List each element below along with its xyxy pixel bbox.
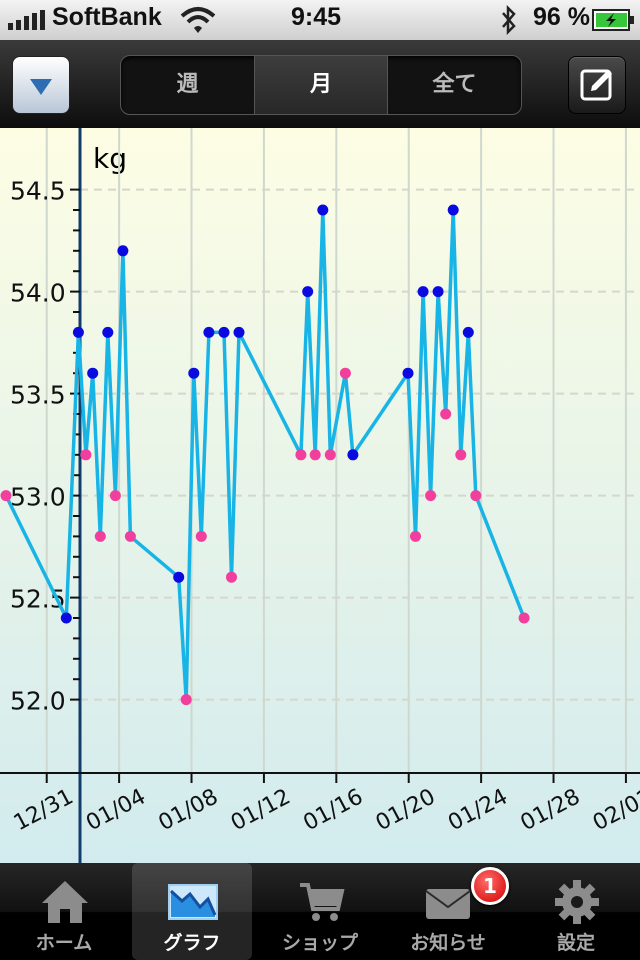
segment-week[interactable]: 週 [176, 72, 199, 97]
tab-graph-label: グラフ [163, 932, 221, 954]
edit-button[interactable] [568, 56, 626, 114]
data-point-evening[interactable] [410, 530, 421, 542]
data-point-evening[interactable] [455, 449, 467, 461]
weight-series-line [4, 208, 526, 702]
chart-canvas: kg 52.052.553.053.554.054.5 12/31 01/04 01… [0, 128, 640, 863]
mail-icon [425, 889, 471, 919]
data-point-evening[interactable] [0, 490, 12, 502]
tab-home-label: ホーム [35, 932, 93, 954]
notification-badge: 1 [471, 867, 509, 905]
data-point-morning[interactable] [102, 326, 114, 338]
tab-shop[interactable]: ショップ [260, 863, 380, 960]
data-point-morning[interactable] [347, 449, 359, 461]
data-point-evening[interactable] [309, 449, 321, 461]
data-point-morning[interactable] [317, 204, 329, 216]
data-point-morning[interactable] [87, 367, 99, 379]
data-point-morning[interactable] [218, 326, 230, 338]
data-point-evening[interactable] [195, 530, 207, 542]
y-tick-label: 53.0 [10, 483, 66, 512]
data-point-evening[interactable] [324, 449, 336, 461]
tab-home[interactable]: ホーム [4, 863, 124, 960]
unit-label: kg [93, 142, 127, 175]
carrier-name: SoftBank [52, 3, 162, 31]
data-point-evening[interactable] [295, 449, 307, 461]
tab-bar: ホーム グラフ ショップ 1 お知らせ [0, 863, 640, 960]
tab-settings[interactable]: 設定 [516, 863, 636, 960]
data-point-morning[interactable] [188, 367, 200, 379]
data-point-evening[interactable] [470, 490, 482, 502]
cart-icon [300, 883, 345, 921]
tab-news[interactable]: 1 お知らせ [388, 863, 509, 960]
menu-button[interactable] [12, 56, 70, 114]
y-tick-label: 54.5 [10, 177, 66, 206]
bluetooth-icon [502, 5, 516, 35]
data-point-morning[interactable] [173, 571, 185, 583]
data-point-evening[interactable] [80, 449, 92, 461]
tab-shop-label: ショップ [281, 932, 358, 954]
segment-month[interactable]: 月 [254, 56, 388, 114]
data-point-evening[interactable] [226, 571, 237, 583]
data-point-morning[interactable] [72, 326, 84, 338]
data-point-evening[interactable] [339, 367, 351, 379]
y-tick-label: 54.0 [10, 279, 66, 308]
status-bar: SoftBank 9:45 96 % [0, 0, 640, 40]
wifi-icon [180, 7, 216, 33]
data-point-morning[interactable] [203, 326, 215, 338]
data-point-morning[interactable] [233, 326, 245, 338]
graph-icon [168, 884, 218, 920]
tab-graph[interactable]: グラフ [132, 863, 252, 960]
home-icon [42, 881, 88, 923]
compose-icon [580, 69, 612, 101]
data-point-morning[interactable] [447, 204, 459, 216]
segment-all[interactable]: 全て [432, 72, 477, 97]
data-point-morning[interactable] [417, 286, 429, 298]
battery-icon [592, 9, 634, 31]
data-point-evening[interactable] [180, 694, 192, 706]
gear-icon [555, 880, 599, 924]
data-point-morning[interactable] [302, 286, 314, 298]
tab-settings-label: 設定 [556, 932, 595, 954]
battery-percent: 96 % [533, 3, 590, 31]
data-point-evening[interactable] [109, 490, 121, 502]
data-point-morning[interactable] [402, 367, 414, 379]
y-tick-label: 53.5 [10, 381, 66, 410]
data-point-morning[interactable] [432, 286, 444, 298]
period-segmented-control: 週 月 全て [120, 55, 522, 115]
tab-news-label: お知らせ [410, 932, 486, 954]
data-point-evening[interactable] [425, 490, 437, 502]
weight-chart[interactable]: kg 52.0 52.5 53.0 53.5 54.0 54.5 12/31 01/04 01… [0, 128, 640, 863]
dropdown-triangle-icon [30, 79, 52, 95]
data-point-evening[interactable] [94, 530, 106, 542]
signal-icon [8, 10, 45, 30]
data-point-morning[interactable] [60, 612, 72, 624]
data-point-evening[interactable] [518, 612, 530, 624]
data-point-evening[interactable] [440, 408, 452, 420]
data-point-evening[interactable] [124, 530, 136, 542]
clock: 9:45 [291, 3, 342, 31]
data-point-morning[interactable] [462, 326, 474, 338]
y-tick-label: 52.0 [10, 687, 66, 716]
data-point-morning[interactable] [117, 245, 129, 257]
